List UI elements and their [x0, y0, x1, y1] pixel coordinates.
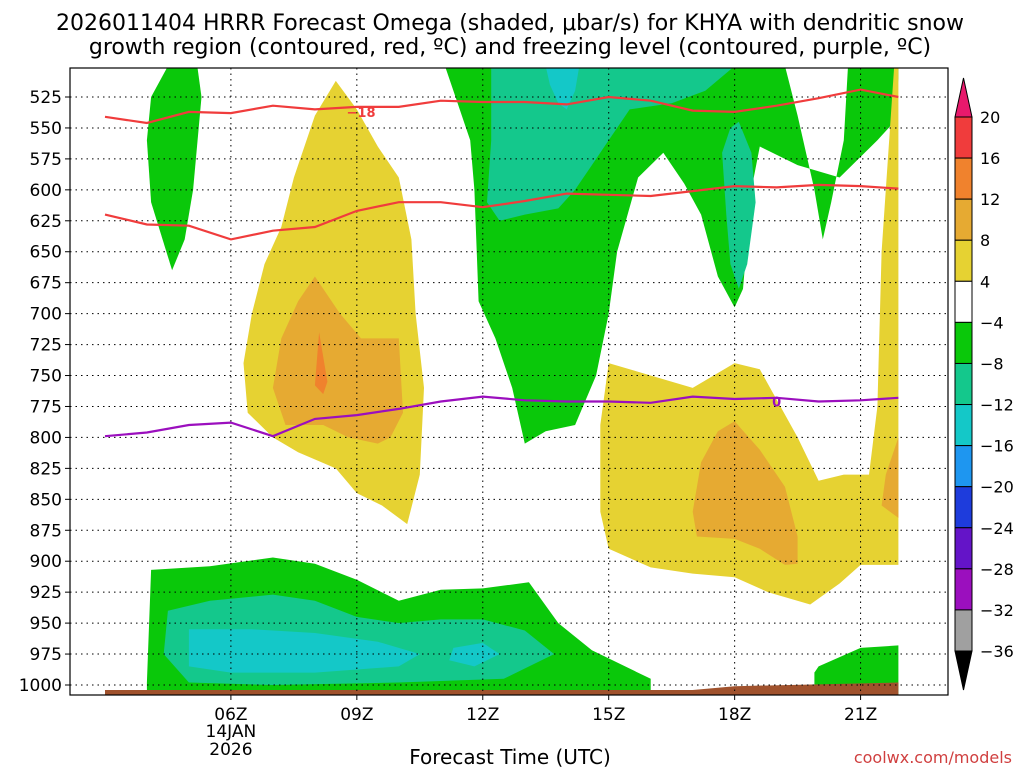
chart-title-line2: growth region (contoured, red, ºC) and f… — [89, 35, 931, 60]
y-tick-label-925: 925 — [30, 583, 62, 603]
y-tick-label-875: 875 — [30, 521, 62, 541]
shade-dark-orange-max — [314, 332, 328, 395]
colorbar-label-11: −28 — [980, 560, 1014, 579]
x-tick-label-06Z: 06Z — [214, 705, 247, 725]
shade-ascent-lower-right — [814, 645, 899, 695]
colorbar-band-9 — [954, 486, 973, 529]
contour-line-2 — [104, 395, 899, 438]
y-tick-label-750: 750 — [30, 367, 62, 387]
colorbar-label-10: −24 — [980, 519, 1014, 538]
colorbar-band-4 — [954, 280, 973, 323]
shade-cyan-upper — [546, 68, 579, 110]
contour-line-0 — [104, 88, 899, 125]
colorbar-label-5: −4 — [980, 313, 1004, 332]
shade-descent-left-yellow — [243, 80, 424, 525]
colorbar-label-13: −36 — [980, 642, 1014, 661]
terrain-fill — [105, 682, 899, 695]
plot-frame — [69, 67, 949, 696]
shade-orange-right — [692, 421, 798, 565]
y-tick-label-675: 675 — [30, 274, 62, 294]
x-tick-label-12Z: 12Z — [466, 705, 499, 725]
shade-orange-edge — [881, 437, 899, 518]
y-tick-label-525: 525 — [30, 88, 62, 108]
x-tick-label-09Z: 09Z — [340, 705, 373, 725]
x-tick-label-21Z: 21Z — [844, 705, 877, 725]
y-tick-label-800: 800 — [30, 428, 62, 448]
x-axis-label: Forecast Time (UTC) — [409, 745, 611, 768]
contour-labels: −18 0 — [347, 106, 782, 411]
colorbar-label-6: −8 — [980, 354, 1004, 373]
contour-line-1 — [104, 183, 899, 241]
grid-lines — [70, 68, 948, 695]
x-tick-label-15Z: 15Z — [592, 705, 625, 725]
y-tick-label-775: 775 — [30, 397, 62, 417]
colorbar-band-1 — [954, 157, 973, 200]
y-tick-label-600: 600 — [30, 181, 62, 201]
y-tick-label-850: 850 — [30, 490, 62, 510]
shade-ascent-upper-left — [146, 68, 202, 271]
colorbar-band-5 — [954, 321, 973, 364]
shade-orange-left — [272, 276, 403, 444]
terrain-ground — [105, 682, 899, 695]
y-tick-label-900: 900 — [30, 552, 62, 572]
chart-title-line1: 2026011404 HRRR Forecast Omega (shaded, … — [56, 11, 964, 36]
colorbar-top-arrow — [954, 77, 973, 118]
colorbar-label-1: 16 — [980, 149, 1000, 168]
y-tick-label-950: 950 — [30, 614, 62, 634]
y-tick-label-575: 575 — [30, 150, 62, 170]
x-tick-label-18Z: 18Z — [718, 705, 751, 725]
shade-cyan-lower-1 — [188, 629, 420, 673]
colorbar-band-12 — [954, 609, 973, 652]
x-date-line2: 2026 — [209, 740, 252, 760]
contour-label-2: 0 — [772, 396, 781, 411]
colorbar-band-0 — [954, 116, 973, 159]
colorbar: 20 16 12 8 4 −4 −8 −12 −16 −20 −24 −28 −32 −36 — [954, 77, 1014, 691]
colorbar-label-9: −20 — [980, 478, 1014, 497]
omega-shading — [146, 68, 899, 695]
colorbar-label-12: −32 — [980, 601, 1014, 620]
y-tick-label-550: 550 — [30, 119, 62, 139]
y-tick-label-825: 825 — [30, 459, 62, 479]
y-tick-label-625: 625 — [30, 212, 62, 232]
colorbar-label-4: 4 — [980, 272, 990, 291]
credit-text: coolwx.com/models — [854, 748, 1012, 767]
y-axis: 525 550 575 600 625 650 675 700 725 750 775 800 825 8… — [19, 88, 70, 696]
colorbar-label-2: 12 — [980, 190, 1000, 209]
contour-lines — [104, 88, 899, 438]
colorbar-band-2 — [954, 198, 973, 241]
y-tick-label-975: 975 — [30, 645, 62, 665]
colorbar-band-11 — [954, 568, 973, 611]
colorbar-label-0: 20 — [980, 108, 1000, 127]
x-date-line1: 14JAN — [206, 722, 257, 742]
y-tick-label-700: 700 — [30, 305, 62, 325]
y-tick-label-1000: 1000 — [19, 676, 62, 696]
y-tick-label-650: 650 — [30, 243, 62, 263]
shade-teal-upper — [487, 68, 733, 221]
colorbar-label-7: −12 — [980, 396, 1014, 415]
y-tick-label-725: 725 — [30, 336, 62, 356]
colorbar-band-8 — [954, 445, 973, 488]
shade-teal-upper-right — [722, 121, 756, 289]
colorbar-band-3 — [954, 239, 973, 282]
contour-label-0: −18 — [347, 106, 376, 121]
shade-descent-right-yellow — [600, 68, 899, 605]
colorbar-label-3: 8 — [980, 231, 990, 250]
colorbar-band-10 — [954, 527, 973, 570]
colorbar-band-6 — [954, 362, 973, 406]
colorbar-label-8: −16 — [980, 437, 1014, 456]
colorbar-band-7 — [954, 404, 973, 447]
colorbar-bottom-arrow — [954, 650, 973, 691]
shade-cyan-lower-2 — [449, 642, 500, 667]
